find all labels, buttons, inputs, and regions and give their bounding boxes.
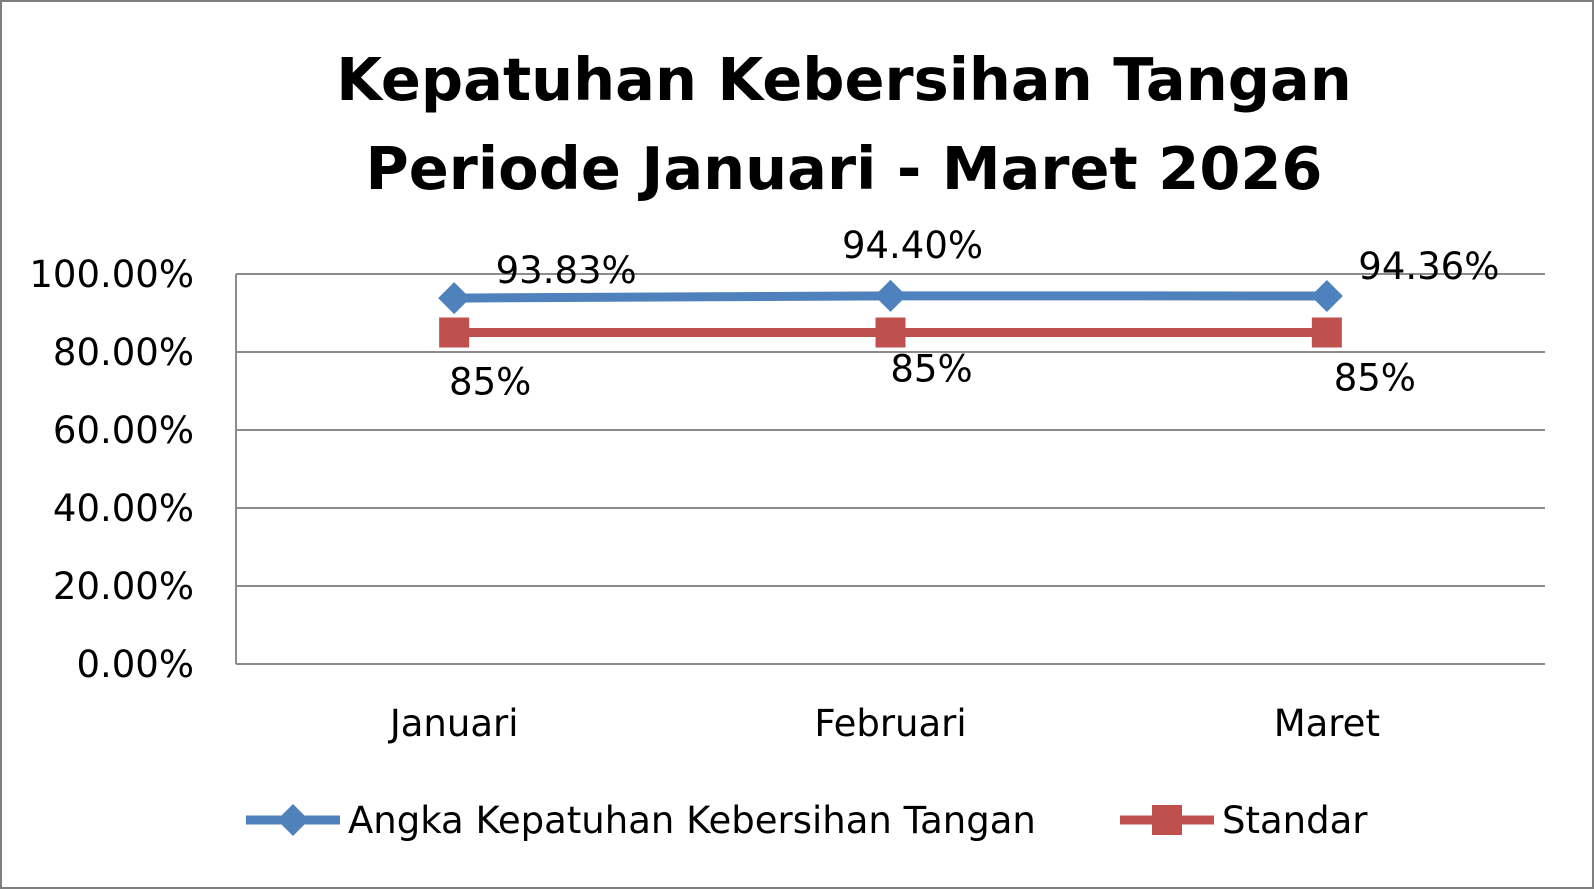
y-tick-label: 0.00% bbox=[76, 643, 194, 686]
legend-label-2: Standar bbox=[1222, 799, 1368, 842]
y-tick-label: 80.00% bbox=[53, 331, 194, 374]
x-category-label: Februari bbox=[814, 702, 966, 745]
chart-title: Kepatuhan Kebersihan Tangan Periode Janu… bbox=[336, 45, 1352, 203]
x-axis-category-labels: Januari Februari Maret bbox=[388, 702, 1380, 745]
data-label: 85% bbox=[1334, 357, 1416, 400]
gridlines bbox=[235, 273, 1545, 665]
series-1-point bbox=[1310, 279, 1343, 312]
series-1-point bbox=[438, 282, 471, 315]
series bbox=[438, 279, 1343, 348]
legend: Angka Kepatuhan Kebersihan Tangan Standar bbox=[246, 799, 1368, 842]
data-labels: 93.83% 94.40% 94.36% 85% 85% 85% bbox=[449, 224, 1499, 404]
y-tick-label: 100.00% bbox=[29, 253, 194, 296]
x-category-label: Maret bbox=[1274, 702, 1380, 745]
series-2-point bbox=[439, 317, 470, 348]
chart-title-line-1: Kepatuhan Kebersihan Tangan bbox=[336, 45, 1352, 114]
x-category-label: Januari bbox=[388, 702, 519, 745]
data-label: 85% bbox=[890, 348, 972, 391]
data-label: 94.36% bbox=[1358, 245, 1499, 288]
data-label: 85% bbox=[449, 361, 531, 404]
series-2-point bbox=[1311, 317, 1342, 348]
y-tick-label: 40.00% bbox=[53, 487, 194, 530]
legend-marker-2 bbox=[1152, 805, 1182, 835]
legend-marker-1 bbox=[277, 804, 309, 836]
series-2-point bbox=[875, 317, 906, 348]
chart-title-line-2: Periode Januari - Maret 2026 bbox=[366, 134, 1323, 203]
data-label: 94.40% bbox=[842, 224, 983, 267]
y-tick-label: 20.00% bbox=[53, 565, 194, 608]
series-1-point bbox=[874, 279, 907, 312]
legend-label-1: Angka Kepatuhan Kebersihan Tangan bbox=[348, 799, 1036, 842]
data-label: 93.83% bbox=[496, 249, 637, 292]
y-tick-label: 60.00% bbox=[53, 409, 194, 452]
y-axis-tick-labels: 0.00% 20.00% 40.00% 60.00% 80.00% 100.00% bbox=[29, 253, 194, 686]
